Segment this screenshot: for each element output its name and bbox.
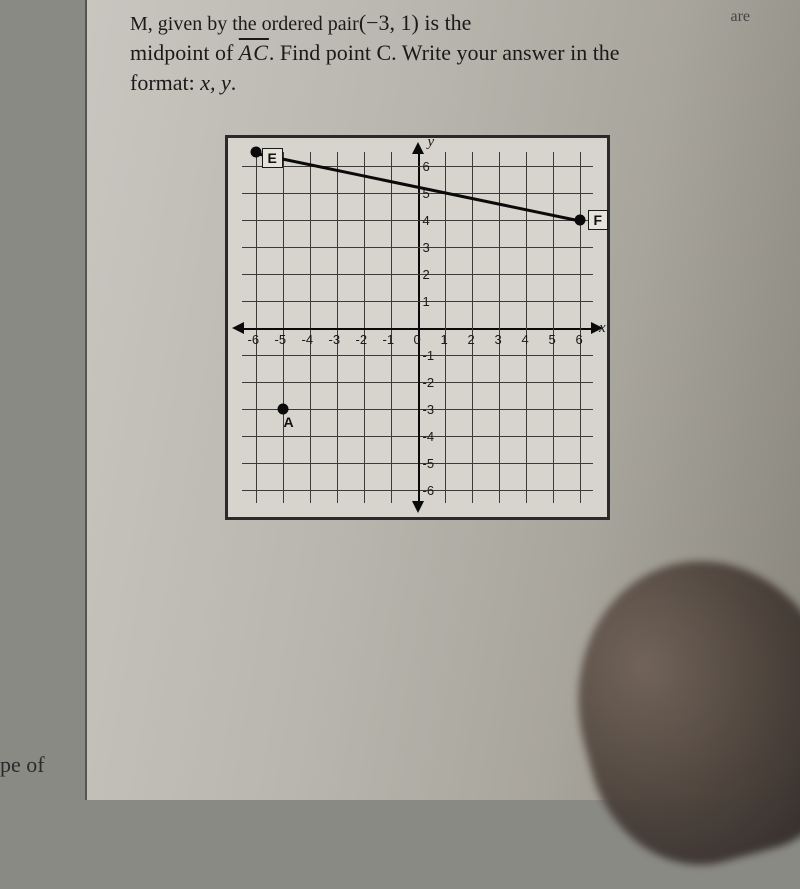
x-tick-label: 4 [522, 332, 529, 347]
y-tick-label: -4 [423, 429, 435, 444]
y-tick-label: -5 [423, 456, 435, 471]
y-tick-label: -3 [423, 402, 435, 417]
x-tick-label: -4 [302, 332, 314, 347]
point-label-a: A [279, 413, 299, 431]
gridline-v [472, 152, 473, 503]
x-tick-label: 2 [468, 332, 475, 347]
coordinate-grid: -6-5-4-3-2-10123456123456-1-2-3-4-5-6yxE… [242, 152, 593, 503]
line3-prefix: format: [130, 70, 200, 95]
x-tick-label: 5 [549, 332, 556, 347]
gridline-v [553, 152, 554, 503]
ordered-pair: (−3, 1) [359, 10, 419, 35]
point-label-e: E [262, 148, 283, 168]
y-axis-label: y [428, 134, 435, 151]
gridline-h [242, 274, 593, 275]
point-f [574, 214, 585, 225]
corner-fragment: are [730, 6, 750, 28]
x-axis-label: x [599, 320, 606, 337]
margin-divider [85, 0, 87, 800]
segment-ac: AC [239, 40, 269, 65]
point-e [250, 147, 261, 158]
line1-suffix: is the [419, 10, 472, 35]
gridline-h [242, 166, 593, 167]
gridline-v [445, 152, 446, 503]
line1-prefix: M, given by the ordered pair [130, 13, 359, 35]
y-tick-label: 4 [423, 213, 430, 228]
gridline-v [580, 152, 581, 503]
x-tick-label: 1 [441, 332, 448, 347]
x-tick-label: -2 [356, 332, 368, 347]
gridline-h [242, 220, 593, 221]
gridline-v [418, 152, 420, 503]
arrow-down-icon [412, 501, 424, 513]
x-tick-label: -3 [329, 332, 341, 347]
y-tick-label: -1 [423, 348, 435, 363]
gridline-h [242, 193, 593, 194]
gridline-h [242, 301, 593, 302]
x-tick-label: -6 [248, 332, 260, 347]
x-tick-label: 6 [576, 332, 583, 347]
gridline-v [526, 152, 527, 503]
y-tick-label: 1 [423, 294, 430, 309]
graph-frame: -6-5-4-3-2-10123456123456-1-2-3-4-5-6yxE… [225, 135, 610, 520]
format-vars: x, y [200, 70, 231, 95]
gridline-h [242, 247, 593, 248]
y-tick-label: 2 [423, 267, 430, 282]
line2-prefix: midpoint of [130, 40, 239, 65]
footer-fragment: pe of [0, 752, 45, 778]
y-tick-label: 6 [423, 159, 430, 174]
y-tick-label: -6 [423, 483, 435, 498]
line3-period: . [231, 70, 237, 95]
y-tick-label: 3 [423, 240, 430, 255]
y-tick-label: -2 [423, 375, 435, 390]
x-tick-label: 3 [495, 332, 502, 347]
arrow-left-icon [232, 322, 244, 334]
x-tick-label: 0 [414, 332, 421, 347]
point-label-f: F [588, 210, 609, 230]
line2-mid: . Find point C. Write your answer in the [269, 40, 620, 65]
x-tick-label: -1 [383, 332, 395, 347]
arrow-up-icon [412, 142, 424, 154]
problem-text: are M, given by the ordered pair(−3, 1) … [130, 8, 770, 97]
x-tick-label: -5 [275, 332, 287, 347]
